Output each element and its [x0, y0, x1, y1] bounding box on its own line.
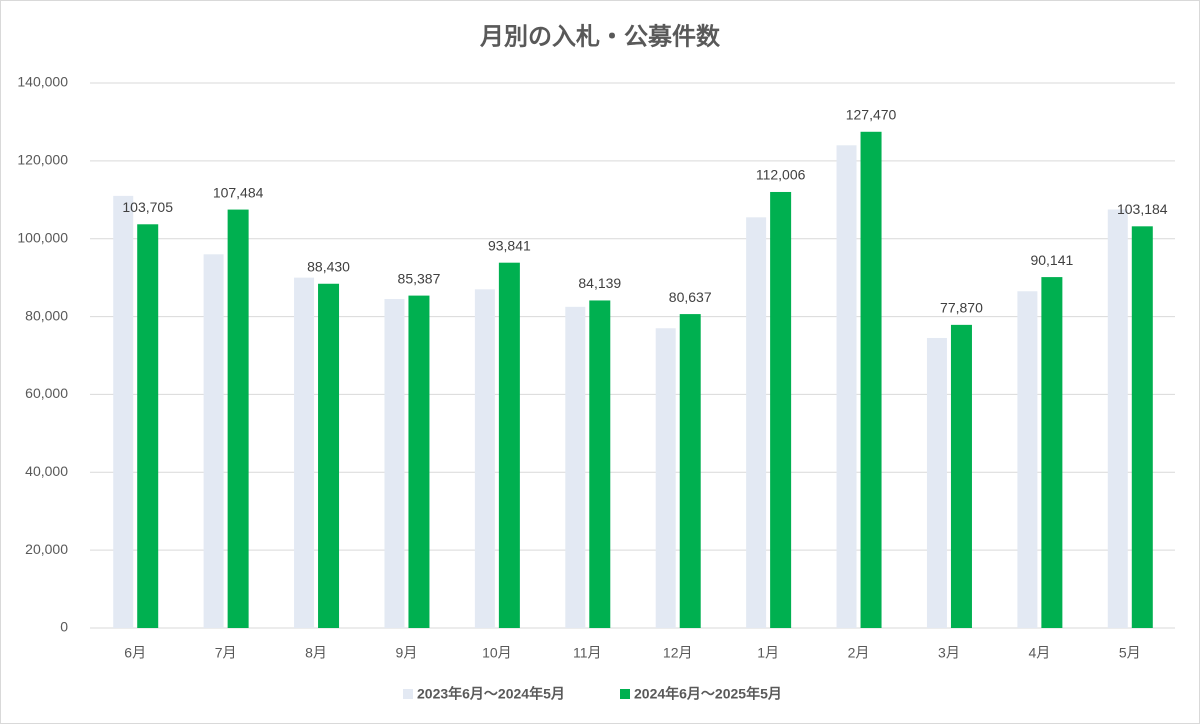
bar: [926, 337, 947, 628]
legend-label: 2024年6月～2025年5月: [634, 686, 782, 702]
y-tick-label: 0: [60, 619, 68, 635]
legend-swatch: [620, 689, 630, 699]
data-label: 107,484: [213, 184, 264, 200]
x-tick-label: 6月: [124, 645, 146, 661]
bar: [746, 217, 767, 628]
y-tick-label: 20,000: [25, 541, 68, 557]
y-tick-label: 80,000: [25, 307, 68, 323]
bar: [950, 324, 972, 628]
bar: [294, 277, 315, 628]
bar: [384, 299, 405, 628]
y-tick-label: 100,000: [17, 229, 68, 245]
bar: [655, 328, 676, 628]
x-tick-label: 12月: [663, 645, 693, 661]
x-tick-label: 3月: [938, 645, 960, 661]
data-label: 90,141: [1030, 252, 1073, 268]
bar: [408, 295, 430, 628]
data-label: 84,139: [578, 275, 621, 291]
bar: [1107, 209, 1128, 628]
data-label: 88,430: [307, 258, 350, 274]
bar: [860, 131, 882, 628]
bar: [113, 195, 134, 628]
x-tick-label: 10月: [482, 645, 512, 661]
bar: [1131, 226, 1153, 628]
bar: [498, 262, 520, 628]
x-tick-label: 9月: [396, 645, 418, 661]
data-label: 77,870: [940, 300, 983, 316]
data-label: 80,637: [669, 289, 712, 305]
bar: [227, 209, 249, 628]
bar: [1041, 277, 1063, 628]
data-label: 103,705: [122, 199, 173, 215]
x-tick-label: 4月: [1028, 645, 1050, 661]
x-tick-label: 5月: [1119, 645, 1141, 661]
x-tick-label: 8月: [305, 645, 327, 661]
bar: [203, 254, 224, 629]
bar: [836, 145, 857, 629]
data-label: 112,006: [756, 167, 806, 183]
data-label: 103,184: [1117, 201, 1168, 217]
bar: [137, 224, 159, 628]
x-tick-label: 1月: [757, 645, 779, 661]
y-tick-label: 140,000: [17, 74, 68, 90]
bar: [474, 289, 495, 628]
y-tick-label: 120,000: [17, 152, 68, 168]
legend-label: 2023年6月～2024年5月: [417, 686, 565, 702]
data-label: 85,387: [398, 270, 441, 286]
x-tick-label: 2月: [848, 645, 870, 661]
bar: [318, 283, 340, 628]
chart-title: 月別の入札・公募件数: [479, 23, 721, 50]
bar: [1017, 291, 1038, 628]
bar: [679, 314, 701, 628]
legend-swatch: [403, 689, 413, 699]
bar: [589, 300, 611, 628]
x-tick-label: 7月: [215, 645, 237, 661]
y-tick-label: 60,000: [25, 385, 68, 401]
bar: [565, 306, 586, 628]
x-tick-label: 11月: [573, 645, 602, 661]
data-label: 127,470: [846, 106, 897, 122]
bar: [770, 191, 792, 629]
y-tick-label: 40,000: [25, 463, 68, 479]
data-label: 93,841: [488, 237, 531, 253]
